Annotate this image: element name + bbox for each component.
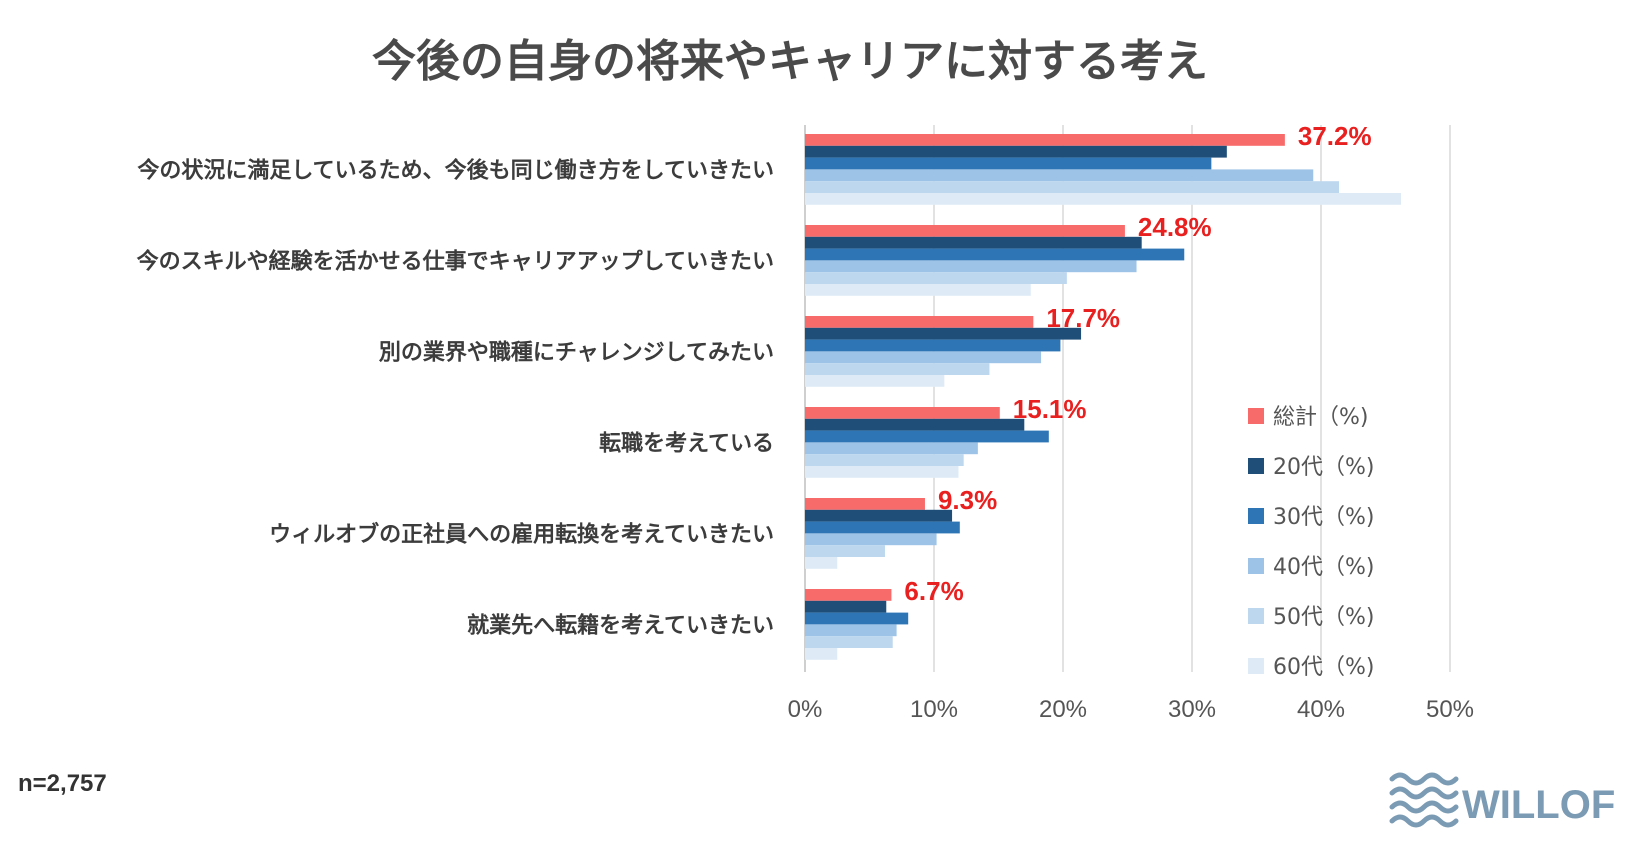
legend-label: 50代（%) [1273,605,1374,630]
brand-logo: WILLOF [1389,772,1615,828]
bar [805,533,937,546]
legend-swatch [1248,608,1264,624]
bar [805,612,909,625]
bar [805,193,1401,205]
category-label: 就業先へ転籍を考えていきたい [467,612,774,638]
bar [805,236,1142,249]
x-tick-label: 10% [910,696,958,723]
bar [805,272,1067,284]
legend-swatch [1248,558,1264,574]
legend-swatch [1248,458,1264,474]
bar [805,181,1340,193]
data-label: 9.3% [938,485,997,515]
bar [805,316,1034,328]
legend-label: 30代（%) [1273,505,1374,530]
bar [805,375,945,387]
x-tick-label: 20% [1039,696,1087,723]
bar [805,648,838,660]
bar [805,418,1025,431]
bar [805,636,893,648]
category-labels: 今の状況に満足しているため、今後も同じ働き方をしていきたい今のスキルや経験を活か… [137,157,774,638]
category-label: 今のスキルや経験を活かせる仕事でキャリアアップしていきたい [137,248,774,274]
bar [805,624,897,637]
bar [805,466,959,478]
category-label: ウィルオブの正社員への雇用転換を考えていきたい [269,521,774,547]
bar [805,225,1125,237]
legend: 総計（%) 20代（%) 30代（%) 40代（%) 50代（%) 60代（%) [1248,405,1374,680]
data-labels: 37.2% 24.8% 17.7% 15.1% 9.3% 6.7% [904,121,1371,606]
bar [805,260,1137,273]
bar [805,157,1212,170]
bar [805,509,953,522]
bars [805,134,1401,660]
bar [805,498,925,510]
bar [805,442,978,455]
bar [805,134,1285,146]
category-label: 転職を考えている [599,430,774,456]
bar [805,589,892,601]
legend-swatch [1248,508,1264,524]
bar [805,339,1061,352]
data-label: 6.7% [904,576,963,606]
bar [805,145,1227,158]
legend-label: 40代（%) [1273,555,1374,580]
category-label: 別の業界や職種にチャレンジしてみたい [379,339,774,365]
bar [805,284,1031,296]
sample-size-note: n=2,757 [18,770,107,797]
bar [805,454,964,466]
bar [805,600,887,613]
bar [805,521,960,534]
wave-icon [1389,772,1459,828]
x-tick-label: 0% [788,696,823,723]
bar [805,545,885,557]
bar [805,351,1042,364]
data-label: 24.8% [1138,212,1212,242]
bar [805,169,1314,182]
data-label: 17.7% [1046,303,1120,333]
x-tick-label: 30% [1168,696,1216,723]
data-label: 37.2% [1298,121,1372,151]
legend-label: 20代（%) [1273,455,1374,480]
x-tick-label: 40% [1297,696,1345,723]
bar [805,430,1049,443]
x-tick-label: 50% [1426,696,1474,723]
data-label: 15.1% [1013,394,1087,424]
bar [805,557,838,569]
legend-label: 総計（%) [1273,405,1369,430]
legend-swatch [1248,658,1264,674]
legend-label: 60代（%) [1273,655,1374,680]
bar [805,407,1000,419]
grid-lines [804,125,1451,672]
category-label: 今の状況に満足しているため、今後も同じ働き方をしていきたい [137,157,774,183]
bar [805,248,1185,261]
bar [805,363,990,375]
x-axis-ticks: 0% 10% 20% 30% 40% 50% [788,696,1474,723]
bar [805,327,1082,340]
legend-swatch [1248,408,1264,424]
brand-name: WILLOF [1462,783,1615,827]
chart-title: 今後の自身の将来やキャリアに対する考え [372,36,1208,87]
